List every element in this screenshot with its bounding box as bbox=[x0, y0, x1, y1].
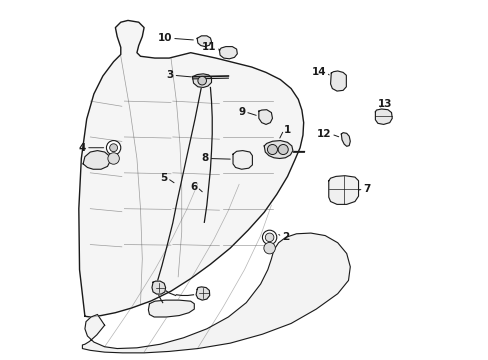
Polygon shape bbox=[82, 233, 349, 353]
Circle shape bbox=[262, 230, 276, 244]
Text: 5: 5 bbox=[160, 173, 167, 183]
Text: 11: 11 bbox=[202, 42, 216, 52]
Polygon shape bbox=[264, 140, 292, 158]
Text: 2: 2 bbox=[282, 232, 289, 242]
Text: 12: 12 bbox=[316, 129, 330, 139]
Polygon shape bbox=[330, 71, 346, 91]
Text: 7: 7 bbox=[363, 184, 370, 194]
Text: 6: 6 bbox=[189, 182, 197, 192]
Text: 13: 13 bbox=[377, 99, 391, 109]
Circle shape bbox=[267, 144, 277, 154]
Polygon shape bbox=[219, 46, 237, 59]
Text: 9: 9 bbox=[238, 107, 244, 117]
Circle shape bbox=[106, 140, 121, 155]
Polygon shape bbox=[152, 281, 165, 294]
Polygon shape bbox=[341, 133, 349, 146]
Text: 14: 14 bbox=[311, 67, 325, 77]
Polygon shape bbox=[192, 74, 211, 87]
Polygon shape bbox=[258, 110, 272, 125]
Text: 4: 4 bbox=[79, 143, 86, 153]
Circle shape bbox=[264, 242, 275, 254]
Polygon shape bbox=[328, 176, 358, 204]
Polygon shape bbox=[83, 150, 110, 169]
Text: 8: 8 bbox=[201, 153, 208, 163]
Text: 3: 3 bbox=[166, 70, 173, 80]
Circle shape bbox=[265, 233, 273, 242]
Text: 1: 1 bbox=[284, 125, 290, 135]
Circle shape bbox=[198, 76, 206, 85]
Text: 10: 10 bbox=[157, 33, 172, 43]
Polygon shape bbox=[79, 21, 303, 317]
Polygon shape bbox=[233, 150, 252, 169]
Circle shape bbox=[278, 144, 287, 154]
Polygon shape bbox=[197, 36, 211, 46]
Polygon shape bbox=[375, 109, 391, 125]
Circle shape bbox=[109, 144, 117, 152]
Polygon shape bbox=[196, 287, 209, 300]
Polygon shape bbox=[148, 300, 194, 317]
Circle shape bbox=[108, 153, 119, 164]
